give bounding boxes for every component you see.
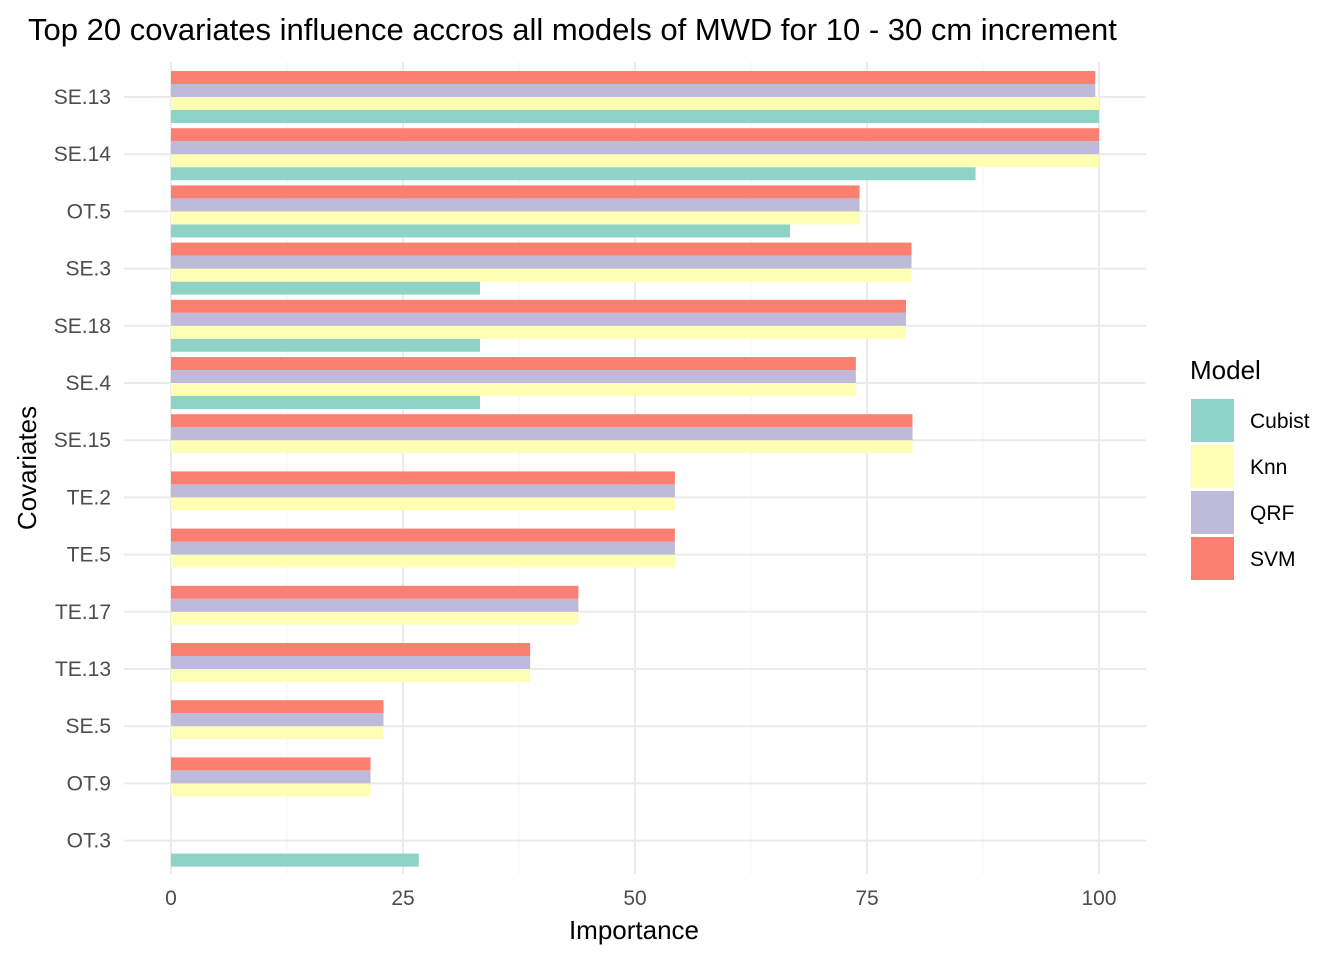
bar-svm-ot-5 <box>171 185 860 199</box>
x-tick-label: 50 <box>623 887 646 910</box>
bar-knn-te-5 <box>171 554 675 568</box>
bar-qrf-te-17 <box>171 598 579 612</box>
bar-knn-se-14 <box>171 154 1099 168</box>
bar-knn-se-18 <box>171 325 906 339</box>
bar-qrf-se-18 <box>171 312 906 326</box>
y-axis-title: Covariates <box>12 406 42 530</box>
x-axis-title: Importance <box>569 915 699 945</box>
bar-knn-se-15 <box>171 440 913 454</box>
y-tick-label: SE.3 <box>65 258 111 281</box>
legend-label-cubist: Cubist <box>1250 410 1310 433</box>
y-tick-label: OT.5 <box>67 200 111 223</box>
chart-title: Top 20 covariates influence accros all m… <box>28 12 1117 47</box>
bar-svm-se-4 <box>171 357 856 370</box>
bar-knn-se-3 <box>171 268 912 282</box>
legend-key-knn <box>1191 445 1234 488</box>
bar-svm-se-5 <box>171 700 384 714</box>
y-tick-label: OT.9 <box>67 772 111 795</box>
bar-knn-se-5 <box>171 726 384 740</box>
y-tick-labels: SE.13 SE.14 OT.5 SE.3 SE.18 SE.4 SE.15 TE.2 TE.5… <box>54 86 112 853</box>
x-tick-label: 100 <box>1081 887 1116 910</box>
bar-cubist-se-13 <box>171 110 1099 123</box>
bar-qrf-se-13 <box>171 84 1096 97</box>
legend-key-cubist <box>1191 399 1234 442</box>
bar-svm-te-17 <box>171 585 579 599</box>
y-tick-label: SE.13 <box>54 86 111 109</box>
bar-knn-ot-5 <box>171 211 860 225</box>
legend-key-qrf <box>1191 491 1234 534</box>
bar-svm-te-2 <box>171 471 675 485</box>
bar-knn-se-13 <box>171 97 1099 110</box>
bar-qrf-te-5 <box>171 541 675 555</box>
legend-label-qrf: QRF <box>1250 502 1294 525</box>
grid-layer <box>124 62 1146 874</box>
bar-knn-ot-9 <box>171 783 371 797</box>
bar-qrf-se-3 <box>171 255 912 269</box>
bar-qrf-ot-5 <box>171 198 860 212</box>
y-tick-label: TE.2 <box>67 486 111 509</box>
x-tick-labels: 0 25 50 75 100 <box>165 887 1116 910</box>
y-tick-label: SE.18 <box>54 315 111 338</box>
bar-svm-se-18 <box>171 299 906 313</box>
bar-knn-te-2 <box>171 497 675 511</box>
bar-cubist-ot-5 <box>171 224 790 238</box>
bar-qrf-ot-9 <box>171 770 371 784</box>
y-tick-label: SE.4 <box>65 372 111 395</box>
y-tick-label: OT.3 <box>67 830 111 853</box>
y-tick-label: SE.5 <box>65 715 111 738</box>
bar-knn-te-13 <box>171 669 531 682</box>
bar-svm-te-5 <box>171 528 675 542</box>
y-tick-label: TE.17 <box>55 601 111 624</box>
y-tick-label: TE.5 <box>67 544 111 567</box>
y-tick-label: SE.15 <box>54 429 111 452</box>
bar-qrf-se-4 <box>171 370 856 383</box>
bar-svm-te-13 <box>171 643 531 656</box>
legend: Model Cubist Knn QRF SVM <box>1190 355 1310 580</box>
legend-label-knn: Knn <box>1250 456 1287 479</box>
bar-qrf-se-5 <box>171 713 384 727</box>
bar-svm-se-14 <box>171 128 1099 142</box>
bar-svm-se-3 <box>171 242 912 256</box>
bar-cubist-se-14 <box>171 167 976 181</box>
bar-knn-se-4 <box>171 383 856 396</box>
legend-key-svm <box>1191 537 1234 580</box>
legend-title: Model <box>1190 355 1261 385</box>
legend-label-svm: SVM <box>1250 548 1296 571</box>
bars-layer <box>171 71 1099 867</box>
y-tick-label: TE.13 <box>55 658 111 681</box>
bar-qrf-te-13 <box>171 656 531 669</box>
bar-knn-te-17 <box>171 611 579 625</box>
x-tick-label: 25 <box>391 887 414 910</box>
x-tick-label: 0 <box>165 887 177 910</box>
bar-svm-ot-9 <box>171 757 371 771</box>
bar-qrf-te-2 <box>171 484 675 498</box>
y-tick-label: SE.14 <box>54 143 112 166</box>
bar-cubist-ot-3 <box>171 853 419 867</box>
x-tick-label: 75 <box>855 887 878 910</box>
bar-cubist-se-4 <box>171 396 481 409</box>
bar-cubist-se-3 <box>171 281 481 295</box>
bar-cubist-se-18 <box>171 338 481 352</box>
bar-svm-se-15 <box>171 414 913 428</box>
bar-qrf-se-15 <box>171 427 913 441</box>
bar-qrf-se-14 <box>171 141 1099 155</box>
bar-svm-se-13 <box>171 71 1096 84</box>
